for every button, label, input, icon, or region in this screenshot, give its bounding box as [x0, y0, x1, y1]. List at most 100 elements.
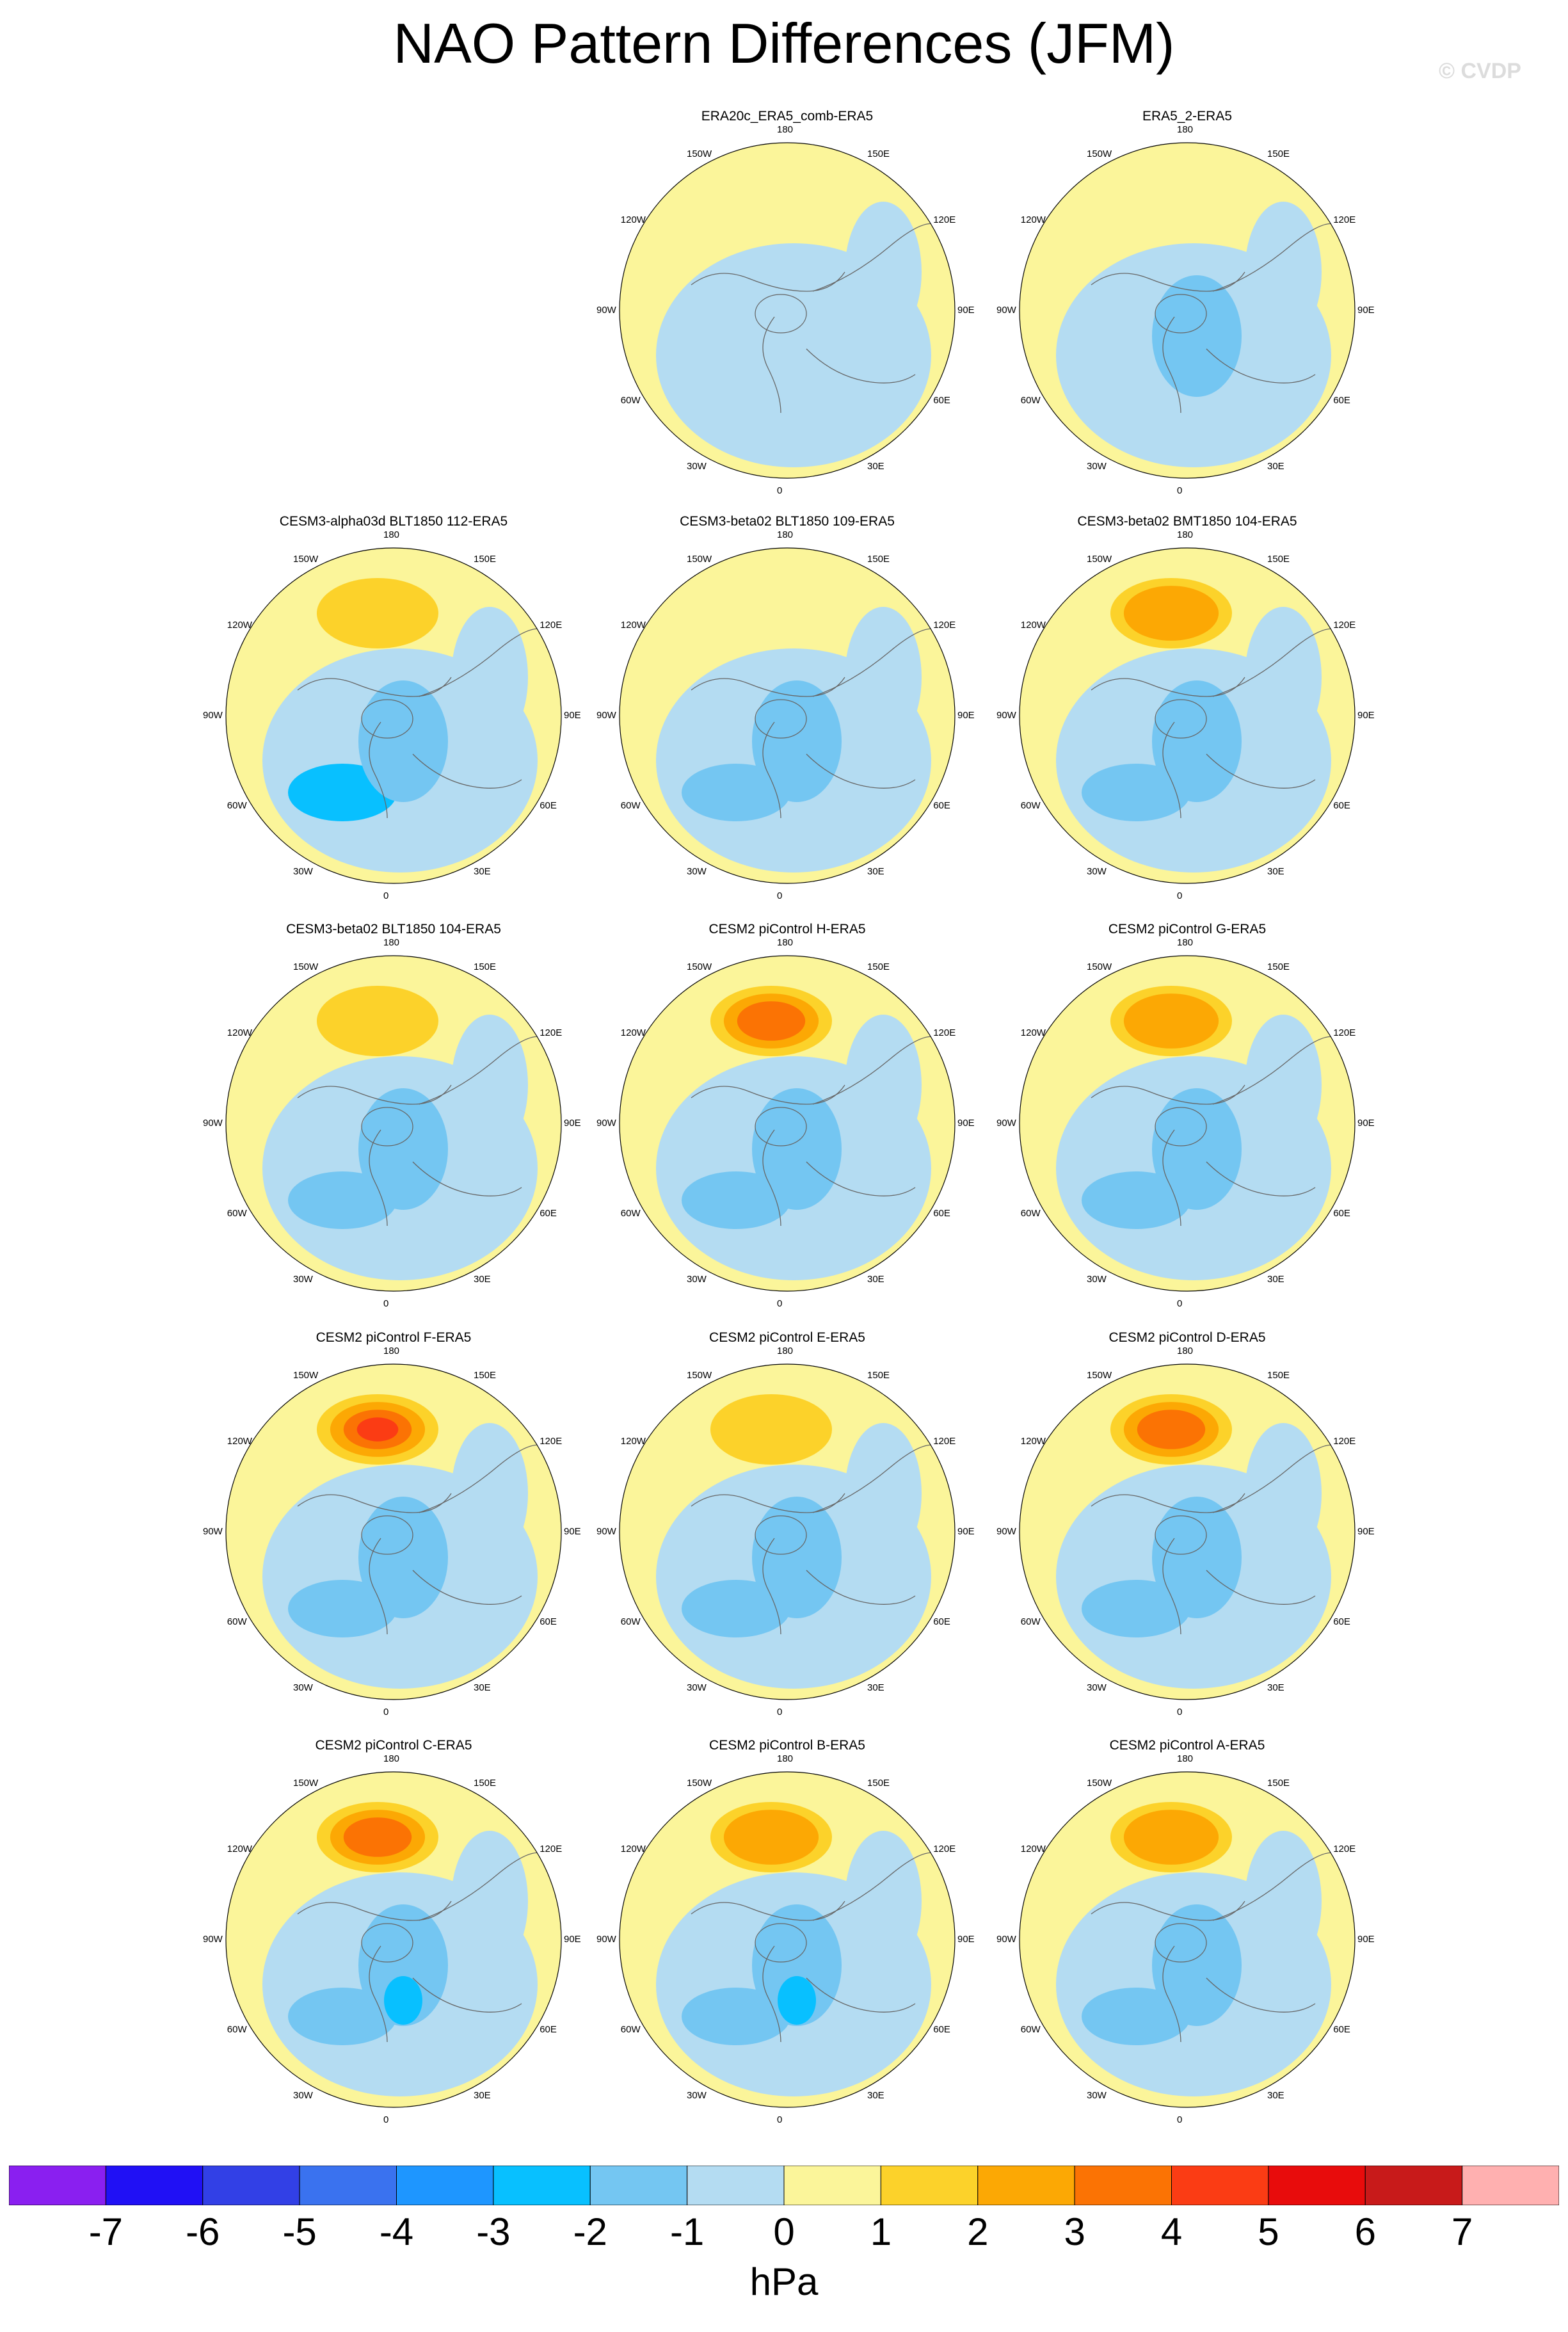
polar-map [225, 1771, 562, 2108]
longitude-label: 60E [1333, 1616, 1350, 1627]
coastline-europe [412, 1977, 522, 2013]
colorbar-tick-label: 2 [967, 2210, 989, 2253]
panel-title: CESM2 piControl F-ERA5 [316, 1330, 472, 1345]
longitude-label: 0 [777, 890, 783, 901]
field-pacific-high [356, 1417, 399, 1442]
field-pacific-high [343, 1817, 412, 1857]
longitude-label: 60W [1020, 800, 1041, 811]
longitude-label: 120W [1020, 1436, 1046, 1447]
longitude-label: 30E [474, 1274, 491, 1285]
longitude-label: 0 [1177, 2114, 1183, 2125]
map-fields [620, 143, 955, 478]
longitude-label: 30E [474, 1682, 491, 1694]
longitude-label: 0 [383, 890, 389, 901]
longitude-label: 60W [227, 800, 247, 811]
colorbar-tick-label: 1 [870, 2210, 892, 2253]
longitude-label: 150W [687, 1369, 712, 1381]
coastline-arctic-islands [361, 1515, 413, 1555]
polar-map [619, 1363, 956, 1700]
map-fields [226, 1772, 561, 2107]
longitude-label: 60E [1333, 800, 1350, 811]
colorbar-swatch [396, 2166, 494, 2205]
coastline-north-america [691, 1901, 845, 1921]
longitude-label: 30W [687, 1274, 707, 1285]
field-pacific-high [317, 578, 438, 648]
colorbar-swatch [783, 2166, 881, 2205]
map-outline [225, 955, 562, 1292]
colorbar [9, 2166, 1559, 2205]
longitude-label: 180 [777, 529, 794, 540]
longitude-label: 60E [933, 395, 950, 406]
longitude-label: 0 [777, 1707, 783, 1717]
longitude-label: 120W [227, 1844, 252, 1854]
longitude-label: 120W [620, 1844, 646, 1854]
colorbar-tick-label: -1 [669, 2210, 705, 2253]
colorbar-unit: hPa [749, 2260, 819, 2303]
coastlines [297, 1852, 548, 2043]
coastline-arctic-islands [755, 294, 807, 334]
coastline-greenland [762, 1538, 781, 1635]
coastline-north-america [297, 1493, 452, 1513]
field-arctic-low [358, 1904, 448, 2026]
map-fields [1020, 548, 1355, 883]
figure-title: NAO Pattern Differences (JFM) [393, 12, 1175, 75]
longitude-label: 120E [933, 620, 956, 631]
longitude-label: 150E [867, 961, 890, 972]
longitude-label: 90E [564, 1526, 581, 1537]
map-fields [620, 1364, 955, 1700]
colorbar-tick-label: -4 [379, 2210, 414, 2253]
field-arctic-low [1152, 680, 1242, 802]
coastline-europe [1206, 348, 1316, 383]
longitude-label: 0 [1177, 890, 1183, 901]
colorbar-swatch [1462, 2166, 1559, 2205]
longitude-label: 30E [1267, 1274, 1284, 1285]
coastlines [1091, 1852, 1341, 2043]
longitude-label: 120E [1333, 214, 1356, 225]
longitude-label: 180 [1177, 1753, 1194, 1764]
coastline-greenland [1162, 1538, 1181, 1635]
coastline-asia [1212, 1444, 1341, 1513]
longitude-label: 60E [540, 800, 557, 811]
map-fields [620, 548, 955, 883]
colorbar-swatch [1171, 2166, 1269, 2205]
longitude-label: 90E [1357, 305, 1375, 316]
longitude-label: 60E [933, 800, 950, 811]
colorbar-swatch [880, 2166, 979, 2205]
coastline-arctic-islands [755, 699, 807, 739]
longitude-label: 30E [474, 866, 491, 878]
colorbar-tick-label: 3 [1064, 2210, 1085, 2253]
longitude-label: 90E [957, 1526, 975, 1537]
longitude-label: 150W [687, 1777, 712, 1789]
longitude-label: 30E [1267, 866, 1284, 878]
colorbar-swatch [589, 2166, 688, 2205]
panel-title: CESM2 piControl C-ERA5 [315, 1738, 472, 1753]
map-fields [226, 956, 561, 1291]
longitude-label: 90E [1357, 710, 1375, 721]
coastline-greenland [762, 1945, 781, 2043]
field-arctic-low [1152, 1497, 1242, 1618]
field-pacific-high [737, 1001, 806, 1041]
panel-title: CESM2 piControl B-ERA5 [709, 1738, 865, 1753]
polar-map [619, 1771, 956, 2108]
coastline-arctic-islands [1155, 1515, 1207, 1555]
map-outline [225, 547, 562, 884]
longitude-label: 60E [933, 2024, 950, 2035]
longitude-label: 120E [933, 1027, 956, 1038]
longitude-label: 0 [1177, 1298, 1183, 1309]
longitude-label: 90E [1357, 1118, 1375, 1129]
longitude-label: 60W [620, 2024, 641, 2035]
longitude-label: 60W [1020, 2024, 1041, 2035]
longitude-label: 0 [383, 1707, 389, 1717]
coastline-asia [419, 1444, 548, 1513]
coastline-north-america [1091, 271, 1245, 292]
field-pacific-negative [451, 1831, 528, 1972]
coastline-greenland [369, 1538, 388, 1635]
map-outline [225, 1363, 562, 1700]
longitude-label: 90W [996, 1118, 1016, 1129]
longitude-label: 180 [1177, 1346, 1194, 1356]
longitude-label: 30E [1267, 461, 1284, 472]
coastline-arctic-islands [755, 1107, 807, 1146]
field-arctic-core [778, 1976, 816, 2025]
coastline-arctic-islands [1155, 294, 1207, 334]
map-outline [619, 142, 956, 479]
